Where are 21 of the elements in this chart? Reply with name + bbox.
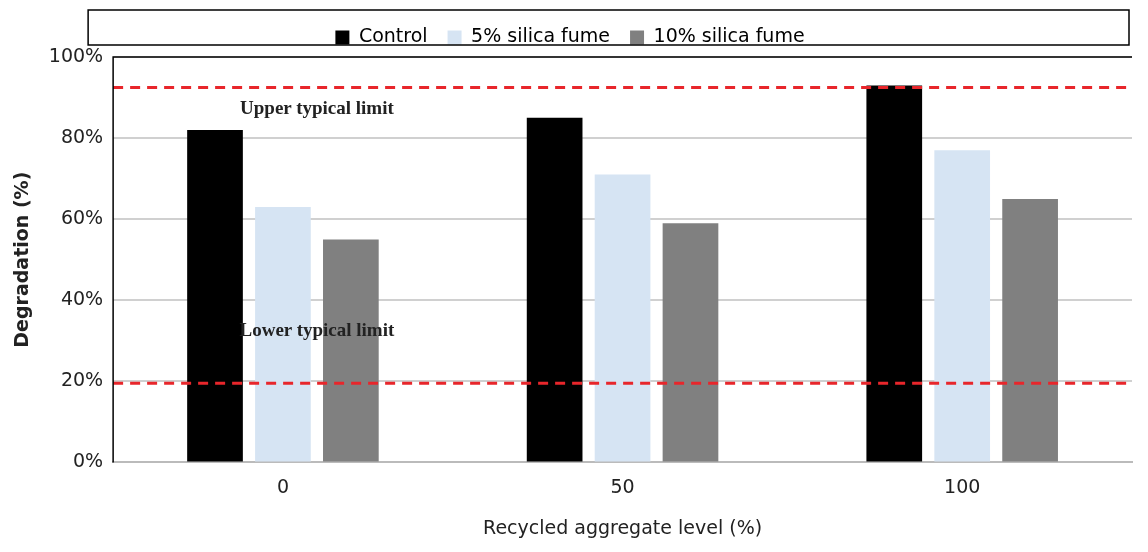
bar [662, 223, 719, 462]
y-tick-label: 40% [60, 287, 104, 310]
bar [1002, 198, 1058, 462]
y-tick-label: 60% [60, 206, 104, 229]
legend-label: 10% silica fume [653, 24, 805, 47]
bar [594, 174, 651, 462]
y-tick-label: 20% [60, 368, 104, 391]
bar [526, 117, 583, 462]
bar [934, 150, 991, 462]
legend-label: Control [358, 24, 428, 47]
ref-line-label: Upper typical limit [240, 97, 395, 119]
y-axis-title: Degradation (%) [10, 171, 33, 348]
x-tick-label: 0 [276, 474, 289, 497]
x-tick-label: 50 [610, 474, 635, 497]
y-tick-label: 100% [48, 43, 104, 66]
x-tick-label: 100 [944, 474, 981, 497]
y-tick-label: 0% [72, 449, 104, 472]
legend-label: 5% silica fume [471, 24, 611, 47]
y-tick-label: 80% [60, 125, 104, 148]
x-axis-title: Recycled aggregate level (%) [483, 515, 763, 538]
bar [866, 85, 923, 462]
